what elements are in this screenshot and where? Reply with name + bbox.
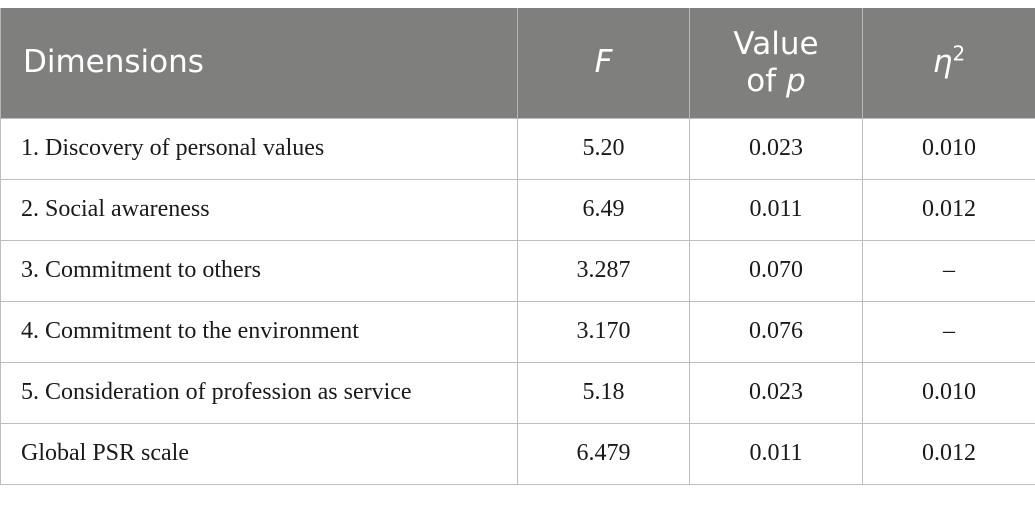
header-p-var: p bbox=[786, 62, 806, 99]
results-table: Dimensions F Value of p η2 1. Discovery … bbox=[0, 8, 1035, 485]
table-row: 1. Discovery of personal values 5.20 0.0… bbox=[0, 117, 1035, 180]
table-header: Dimensions F Value of p η2 bbox=[0, 8, 1035, 118]
header-row: Dimensions F Value of p η2 bbox=[0, 8, 1035, 118]
cell-p: 0.023 bbox=[689, 361, 863, 424]
table-row: 3. Commitment to others 3.287 0.070 – bbox=[0, 239, 1035, 302]
cell-p: 0.070 bbox=[689, 239, 863, 302]
cell-dimension: Global PSR scale bbox=[0, 422, 518, 485]
header-dimensions: Dimensions bbox=[0, 8, 518, 118]
table-row: 5. Consideration of profession as servic… bbox=[0, 361, 1035, 424]
header-p-value-word: Value bbox=[733, 25, 819, 62]
cell-eta2: – bbox=[862, 239, 1035, 302]
cell-dimension: 1. Discovery of personal values bbox=[0, 117, 518, 180]
cell-eta2: – bbox=[862, 300, 1035, 363]
cell-eta2: 0.012 bbox=[862, 422, 1035, 485]
cell-dimension: 2. Social awareness bbox=[0, 178, 518, 241]
cell-p: 0.076 bbox=[689, 300, 863, 363]
table-row: Global PSR scale 6.479 0.011 0.012 bbox=[0, 422, 1035, 485]
cell-eta2: 0.010 bbox=[862, 117, 1035, 180]
header-f-label: F bbox=[594, 44, 613, 81]
cell-dimension: 4. Commitment to the environment bbox=[0, 300, 518, 363]
cell-f: 6.479 bbox=[517, 422, 690, 485]
cell-f: 5.18 bbox=[517, 361, 690, 424]
cell-p: 0.011 bbox=[689, 178, 863, 241]
cell-f: 3.287 bbox=[517, 239, 690, 302]
header-p-of: of bbox=[746, 62, 777, 99]
cell-f: 3.170 bbox=[517, 300, 690, 363]
header-eta-sup: 2 bbox=[952, 41, 966, 66]
cell-dimension: 5. Consideration of profession as servic… bbox=[0, 361, 518, 424]
cell-p: 0.011 bbox=[689, 422, 863, 485]
header-f: F bbox=[517, 8, 690, 118]
table-body: 1. Discovery of personal values 5.20 0.0… bbox=[0, 117, 1035, 485]
table-row: 2. Social awareness 6.49 0.011 0.012 bbox=[0, 178, 1035, 241]
cell-eta2: 0.010 bbox=[862, 361, 1035, 424]
cell-p: 0.023 bbox=[689, 117, 863, 180]
cell-f: 6.49 bbox=[517, 178, 690, 241]
header-eta-squared: η2 bbox=[862, 8, 1035, 118]
table-row: 4. Commitment to the environment 3.170 0… bbox=[0, 300, 1035, 363]
cell-eta2: 0.012 bbox=[862, 178, 1035, 241]
header-p-value: Value of p bbox=[689, 8, 863, 118]
cell-f: 5.20 bbox=[517, 117, 690, 180]
cell-dimension: 3. Commitment to others bbox=[0, 239, 518, 302]
header-eta: η bbox=[932, 44, 953, 81]
